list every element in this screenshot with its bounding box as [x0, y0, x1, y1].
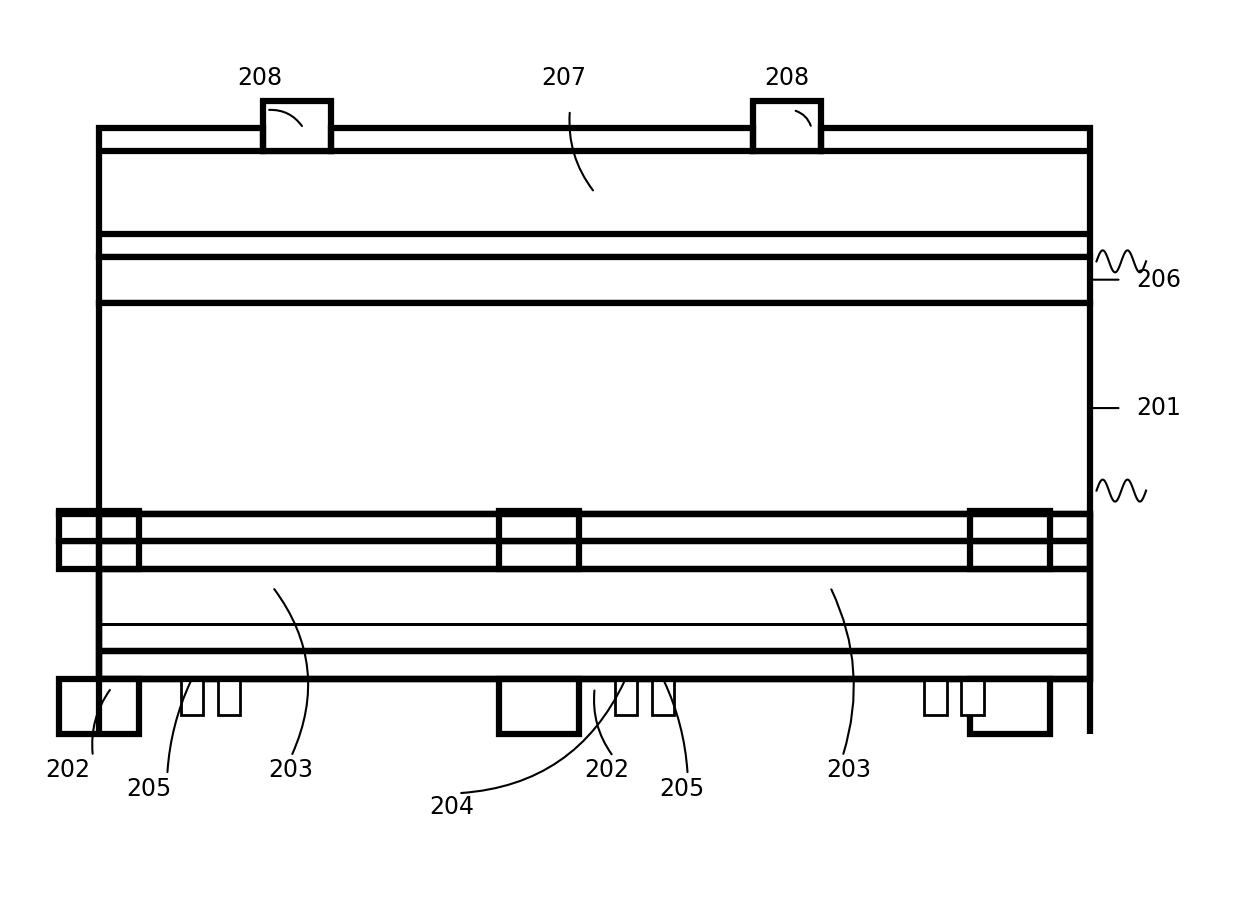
Bar [498, 679, 579, 734]
Bar [59, 541, 139, 569]
Bar [969, 679, 1049, 734]
Text: 205: 205 [126, 777, 171, 801]
Bar [218, 679, 240, 715]
Bar [99, 303, 1090, 514]
Text: 208: 208 [238, 66, 282, 90]
Bar [652, 679, 674, 715]
Bar [99, 257, 1090, 303]
Bar [969, 541, 1049, 569]
Bar [181, 679, 203, 715]
Bar [263, 101, 332, 151]
Bar [59, 679, 139, 734]
Bar [961, 679, 984, 715]
Bar [59, 514, 139, 541]
Bar [498, 512, 579, 514]
Bar [969, 512, 1049, 514]
Text: 208: 208 [764, 66, 809, 90]
Bar [969, 514, 1049, 541]
Text: 206: 206 [1136, 268, 1181, 292]
Text: 207: 207 [541, 66, 586, 90]
Text: 205: 205 [659, 777, 704, 801]
Text: 201: 201 [1136, 396, 1181, 420]
Bar [498, 541, 579, 569]
Text: 202: 202 [46, 758, 90, 782]
Bar [615, 679, 637, 715]
Bar [59, 512, 139, 514]
Bar [99, 128, 1090, 257]
Text: 203: 203 [269, 758, 313, 782]
Bar [924, 679, 947, 715]
Text: 202: 202 [585, 758, 629, 782]
Bar [99, 514, 1090, 679]
Text: 203: 203 [826, 758, 871, 782]
Bar [752, 101, 821, 151]
Bar [99, 514, 1090, 679]
Bar [498, 514, 579, 541]
Text: 204: 204 [430, 795, 475, 819]
